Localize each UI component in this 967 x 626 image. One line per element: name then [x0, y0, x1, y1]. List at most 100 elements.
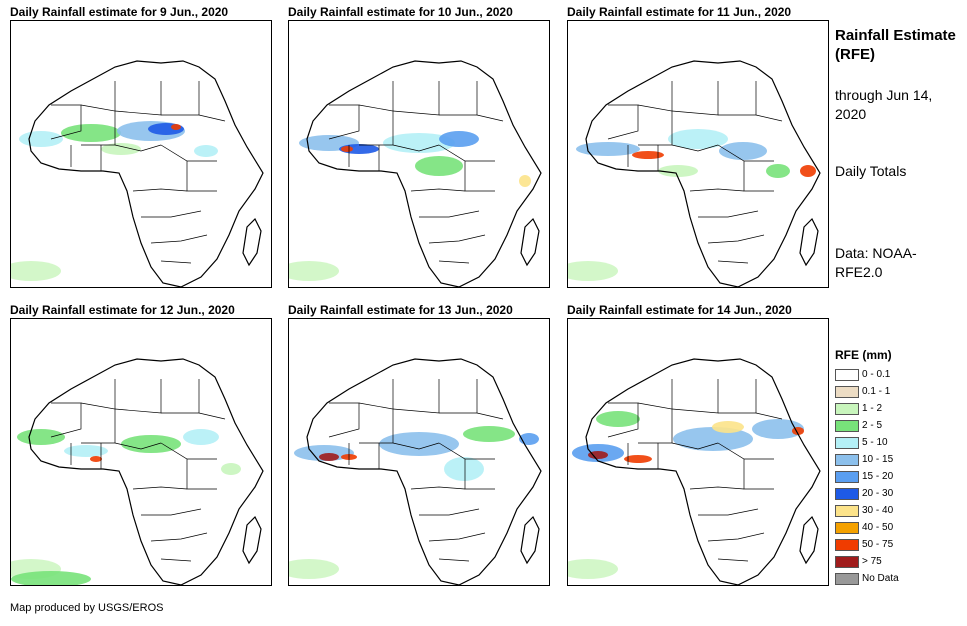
legend-item: > 75 [835, 553, 899, 570]
country-border [476, 412, 504, 420]
rain-cell [171, 124, 181, 130]
country-border [718, 379, 757, 414]
country-border [150, 234, 208, 244]
country-border [50, 402, 82, 438]
legend-item: 50 - 75 [835, 536, 899, 553]
country-border [198, 412, 226, 420]
country-border [698, 508, 759, 516]
rain-cell [90, 456, 102, 462]
rain-ocean [11, 261, 61, 281]
africa-outline [28, 60, 264, 287]
panel-title: Daily Rainfall estimate for 14 Jun., 202… [567, 303, 792, 317]
country-border [50, 104, 82, 140]
rain-ocean [289, 261, 339, 281]
rain-cell [101, 143, 141, 155]
country-border [80, 402, 116, 444]
legend-label: No Data [862, 573, 899, 584]
rain-cell [383, 133, 455, 153]
legend-label: 50 - 75 [862, 539, 894, 550]
legend-label: 20 - 30 [862, 488, 894, 499]
country-border [707, 234, 765, 244]
panel-title: Daily Rainfall estimate for 12 Jun., 202… [10, 303, 235, 317]
country-border [671, 144, 719, 152]
legend-item: 30 - 40 [835, 502, 899, 519]
country-border [114, 144, 162, 152]
rain-cell [379, 432, 459, 456]
legend-label: 15 - 20 [862, 471, 894, 482]
country-border [689, 486, 745, 490]
map-canvas [568, 358, 821, 585]
country-border [717, 260, 749, 264]
map-canvas [568, 60, 821, 287]
country-border [698, 210, 759, 218]
rain-ocean [568, 559, 618, 579]
legend-item: 10 - 15 [835, 451, 899, 468]
africa-outline [585, 60, 821, 287]
panel-title: Daily Rainfall estimate for 11 Jun., 202… [567, 5, 792, 19]
rain-cell [673, 427, 753, 451]
rain-cell [194, 145, 218, 157]
legend-label: 0.1 - 1 [862, 386, 891, 397]
legend-swatch [835, 555, 859, 568]
sidebar-totals: Daily Totals [835, 163, 907, 179]
legend-label: > 75 [862, 556, 882, 567]
rain-cell [588, 451, 608, 459]
legend-label: 1 - 2 [862, 403, 883, 414]
legend-item: 5 - 10 [835, 434, 899, 451]
panel-title: Daily Rainfall estimate for 9 Jun., 2020 [10, 5, 229, 19]
footer-credit: Map produced by USGS/EROS [10, 602, 164, 614]
rain-cell [596, 411, 640, 427]
legend-swatch [835, 572, 859, 585]
country-border [464, 161, 495, 192]
legend-item: No Data [835, 570, 899, 587]
country-border [707, 532, 765, 542]
country-border [358, 104, 394, 146]
country-border [186, 459, 217, 490]
country-border [392, 144, 440, 152]
madagascar-outline [799, 217, 819, 267]
rain-cell [766, 164, 790, 178]
country-border [160, 260, 192, 264]
country-border [410, 486, 466, 490]
rainfall-map [10, 20, 272, 288]
sidebar-title: Rainfall Estimate (RFE) [835, 27, 956, 63]
country-border [114, 81, 162, 116]
rain-cell [341, 146, 353, 152]
africa-outline [28, 358, 264, 585]
legend-swatch [835, 504, 859, 517]
country-border [132, 188, 188, 192]
africa-outline [306, 60, 542, 287]
rain-cell [632, 151, 664, 159]
legend-swatch [835, 538, 859, 551]
country-border [439, 379, 478, 414]
rain-cell [415, 156, 463, 176]
country-border [410, 188, 466, 192]
legend-swatch [835, 487, 859, 500]
legend-item: 0 - 0.1 [835, 366, 899, 383]
country-border [476, 114, 504, 122]
country-border [428, 234, 486, 244]
country-border [419, 210, 480, 218]
map-panel-jun-11: Daily Rainfall estimate for 11 Jun., 202… [567, 4, 829, 288]
rain-cell [752, 419, 804, 439]
rain-cell [576, 142, 640, 156]
rain-cell [712, 421, 744, 433]
map-panel-jun-10: Daily Rainfall estimate for 10 Jun., 202… [288, 4, 550, 288]
rain-ocean [568, 261, 618, 281]
map-canvas [289, 358, 542, 585]
country-border [141, 508, 202, 516]
country-border [141, 210, 202, 218]
legend-swatch [835, 385, 859, 398]
map-canvas [11, 60, 264, 287]
country-border [161, 379, 200, 414]
country-border [671, 379, 719, 414]
country-border [743, 459, 774, 490]
rain-cell [319, 453, 339, 461]
legend-swatch [835, 521, 859, 534]
rain-cell [444, 457, 484, 481]
map-canvas [289, 60, 542, 287]
legend-item: 20 - 30 [835, 485, 899, 502]
rainfall-map [567, 20, 829, 288]
country-border [428, 532, 486, 542]
sidebar-data-source: Data: NOAA-RFE2.0 [835, 245, 917, 280]
